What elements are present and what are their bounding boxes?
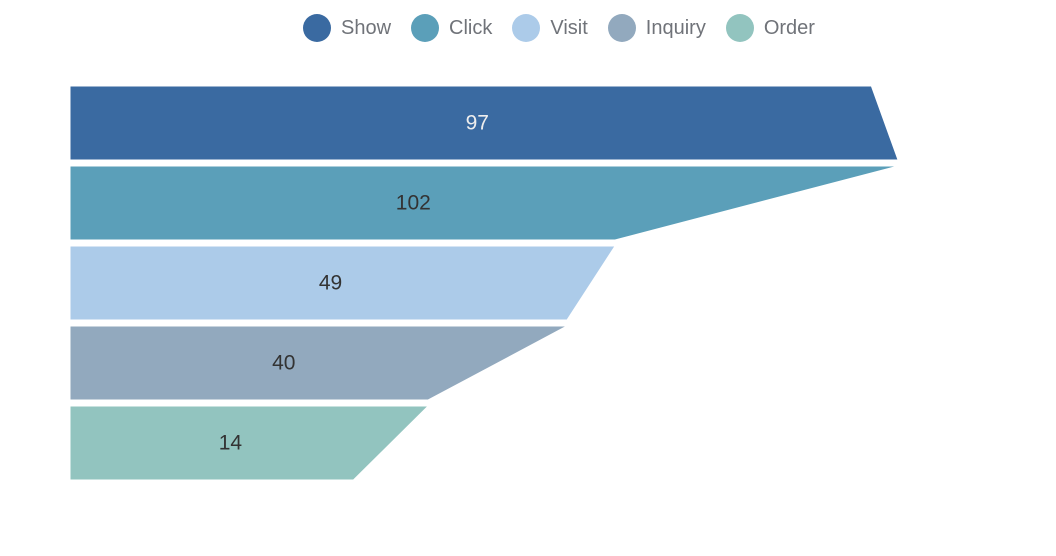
funnel-segment-show[interactable] xyxy=(69,85,899,161)
funnel-segment-visit[interactable] xyxy=(69,245,616,321)
legend-item-label: Show xyxy=(341,17,392,39)
legend-swatch-icon xyxy=(411,14,440,42)
legend-item-label: Inquiry xyxy=(645,17,706,39)
legend-item-label: Visit xyxy=(550,17,588,39)
legend-item-inquiry[interactable]: Inquiry xyxy=(607,14,706,42)
funnel-segment-inquiry[interactable] xyxy=(69,325,568,401)
legend-swatch-icon xyxy=(512,14,541,42)
legend-swatch-icon xyxy=(303,14,331,42)
legend-item-visit[interactable]: Visit xyxy=(512,14,588,42)
funnel-segment-click[interactable] xyxy=(69,165,899,241)
legend-item-show[interactable]: Show xyxy=(303,14,391,42)
legend-item-order[interactable]: Order xyxy=(725,14,815,42)
legend-item-label: Order xyxy=(763,17,815,39)
legend-item-label: Click xyxy=(449,17,493,39)
legend-item-click[interactable]: Click xyxy=(411,14,492,42)
legend-swatch-icon xyxy=(607,14,636,42)
funnel-segment-order[interactable] xyxy=(69,405,430,481)
legend-swatch-icon xyxy=(725,14,754,42)
chart-legend: Show Click Visit Inquiry Order xyxy=(303,14,815,42)
